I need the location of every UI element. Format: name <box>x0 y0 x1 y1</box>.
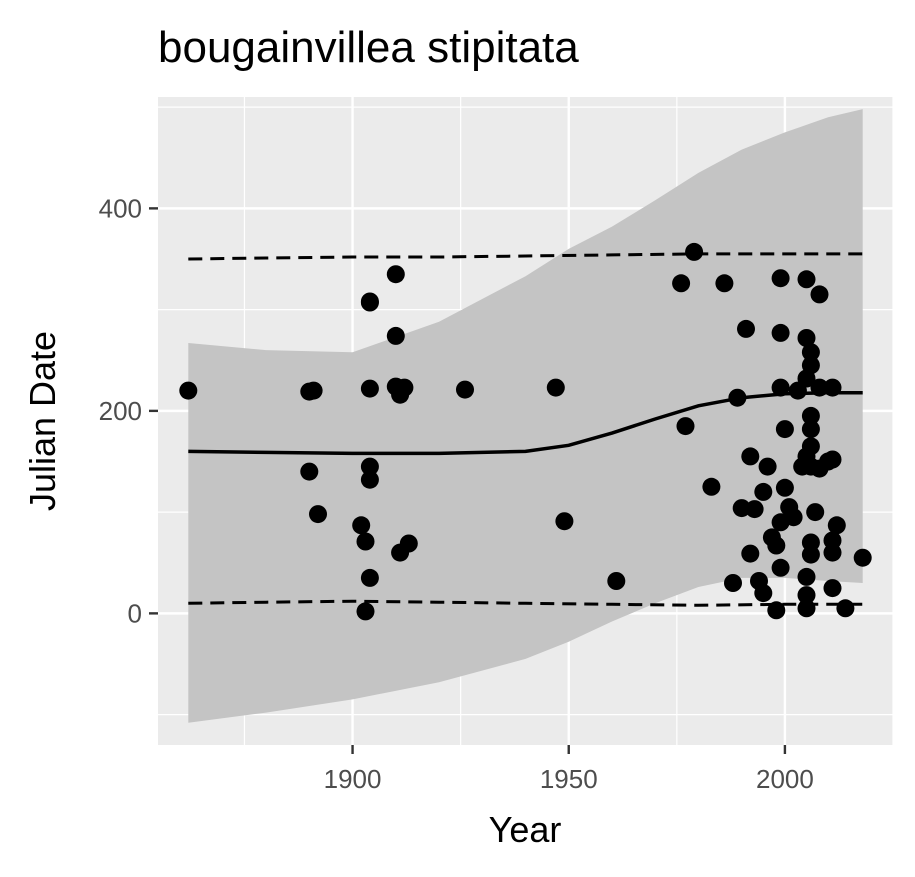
data-point-7 <box>356 602 375 621</box>
data-point-10 <box>360 457 379 476</box>
data-point-47 <box>771 323 790 342</box>
data-point-61 <box>797 599 816 618</box>
y-tick-label-0: 0 <box>128 598 142 628</box>
data-point-26 <box>676 417 695 436</box>
data-point-65 <box>801 420 820 439</box>
data-point-4 <box>309 505 327 524</box>
data-point-78 <box>823 378 842 397</box>
lower-quantile-line <box>188 599 863 607</box>
data-point-49 <box>775 420 794 439</box>
data-point-52 <box>784 508 803 527</box>
data-point-38 <box>754 482 773 501</box>
x-axis-title: Year <box>489 809 562 850</box>
y-tick-label-2: 400 <box>99 193 142 223</box>
data-point-64 <box>801 406 820 425</box>
chart-title: bougainvillea stipitata <box>158 23 579 72</box>
data-point-15 <box>386 326 405 345</box>
data-point-77 <box>823 579 842 598</box>
data-point-59 <box>797 567 816 586</box>
confidence-ribbon <box>188 109 863 723</box>
data-point-5 <box>352 516 371 535</box>
data-point-1 <box>300 462 319 481</box>
data-point-28 <box>702 477 721 496</box>
data-point-9 <box>360 470 379 489</box>
data-point-63 <box>801 356 820 375</box>
data-point-25 <box>672 274 691 293</box>
data-point-70 <box>806 503 825 522</box>
data-point-40 <box>758 457 777 476</box>
data-point-50 <box>775 478 794 497</box>
data-point-66 <box>801 437 820 456</box>
data-point-80 <box>827 516 846 535</box>
data-point-11 <box>360 379 379 398</box>
data-point-48 <box>771 378 790 397</box>
upper-quantile-line <box>188 252 863 261</box>
data-point-62 <box>801 343 820 362</box>
data-point-30 <box>724 574 742 592</box>
data-point-22 <box>546 378 565 397</box>
data-point-34 <box>741 544 760 563</box>
y-axis-title: Julian Date <box>22 331 63 511</box>
data-point-81 <box>836 599 855 618</box>
x-tick-label-1: 1950 <box>540 764 598 794</box>
data-point-32 <box>732 499 751 518</box>
data-point-82 <box>853 548 872 567</box>
data-point-8 <box>360 568 379 587</box>
data-point-27 <box>685 242 704 261</box>
data-point-35 <box>741 447 760 466</box>
data-point-36 <box>745 500 764 519</box>
data-point-23 <box>555 512 574 531</box>
data-point-3 <box>304 381 323 400</box>
data-point-60 <box>797 586 816 605</box>
data-point-45 <box>771 558 790 577</box>
axes: 1900 1950 2000 0 200 400 <box>99 193 814 794</box>
data-point-33 <box>737 319 755 338</box>
data-point-55 <box>797 270 816 289</box>
data-point-21 <box>456 380 474 399</box>
data-point-14 <box>386 265 405 284</box>
data-point-76 <box>823 543 842 562</box>
data-points <box>179 242 872 621</box>
data-point-31 <box>728 388 747 407</box>
x-tick-label-2: 2000 <box>756 764 814 794</box>
x-tick-label-0: 1900 <box>324 764 382 794</box>
data-point-13 <box>360 293 379 312</box>
data-point-72 <box>810 378 829 397</box>
data-point-46 <box>771 269 790 288</box>
data-point-0 <box>179 381 198 400</box>
y-tick-label-1: 200 <box>99 396 142 426</box>
data-point-56 <box>797 329 816 347</box>
data-point-6 <box>356 532 375 551</box>
data-point-20 <box>399 534 418 553</box>
data-point-19 <box>395 378 414 397</box>
data-point-43 <box>767 536 786 555</box>
data-point-79 <box>823 450 842 469</box>
data-point-71 <box>810 285 829 304</box>
data-point-42 <box>767 601 786 620</box>
data-point-39 <box>754 584 773 603</box>
data-point-29 <box>715 274 734 293</box>
data-point-69 <box>801 545 820 564</box>
data-point-24 <box>607 572 626 590</box>
